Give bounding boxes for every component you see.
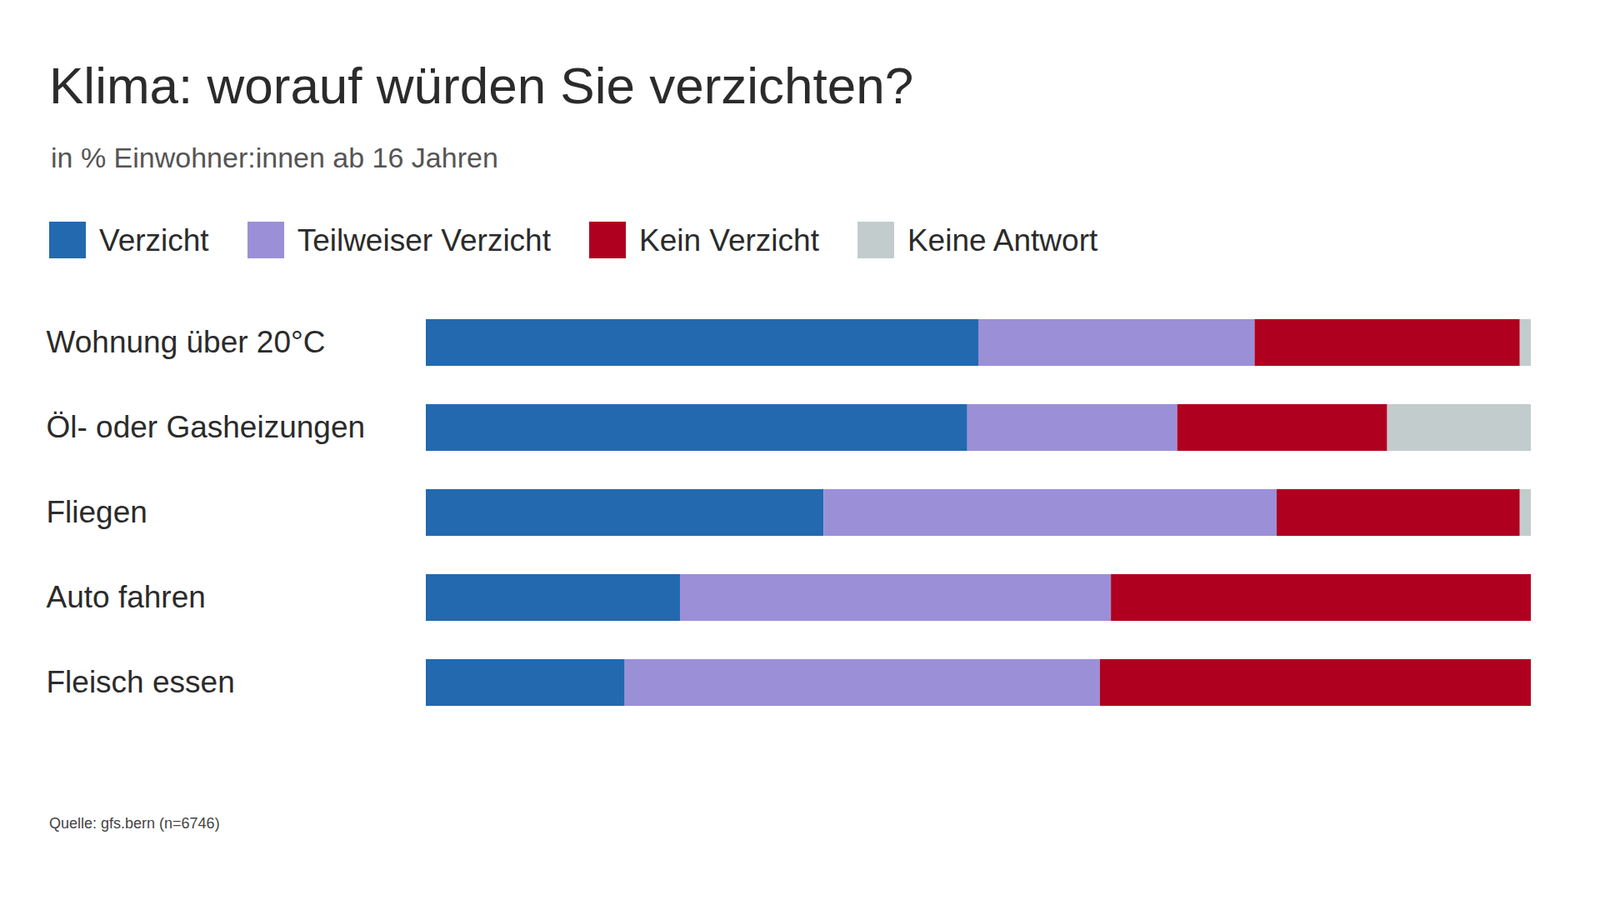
html-text:Klima: worauf würden Sie verzi: Klima: worauf würden Sie verzichten? bbox=[49, 56, 914, 115]
svg-text:Auto fahren: Auto fahren bbox=[46, 580, 206, 615]
svg-text:Wohnung über 20°C: Wohnung über 20°C bbox=[46, 325, 326, 360]
svg-text:Fliegen: Fliegen bbox=[46, 495, 148, 530]
html-text:Verzicht: Verzicht bbox=[99, 222, 209, 258]
html-text:Teilweiser Verzicht: Teilweiser Verzicht bbox=[297, 222, 551, 258]
html-text:Quelle: gfs.bern (n=6746): Quelle: gfs.bern (n=6746) bbox=[49, 815, 220, 832]
html-text:in % Einwohner:innen ab 16 Jah: in % Einwohner:innen ab 16 Jahren bbox=[50, 141, 499, 174]
svg-text:Öl- oder Gasheizungen: Öl- oder Gasheizungen bbox=[46, 410, 366, 445]
html-text:Keine Antwort: Keine Antwort bbox=[907, 222, 1098, 258]
svg-text:Fleisch essen: Fleisch essen bbox=[46, 665, 235, 700]
html-text:Kein Verzicht: Kein Verzicht bbox=[639, 222, 820, 258]
